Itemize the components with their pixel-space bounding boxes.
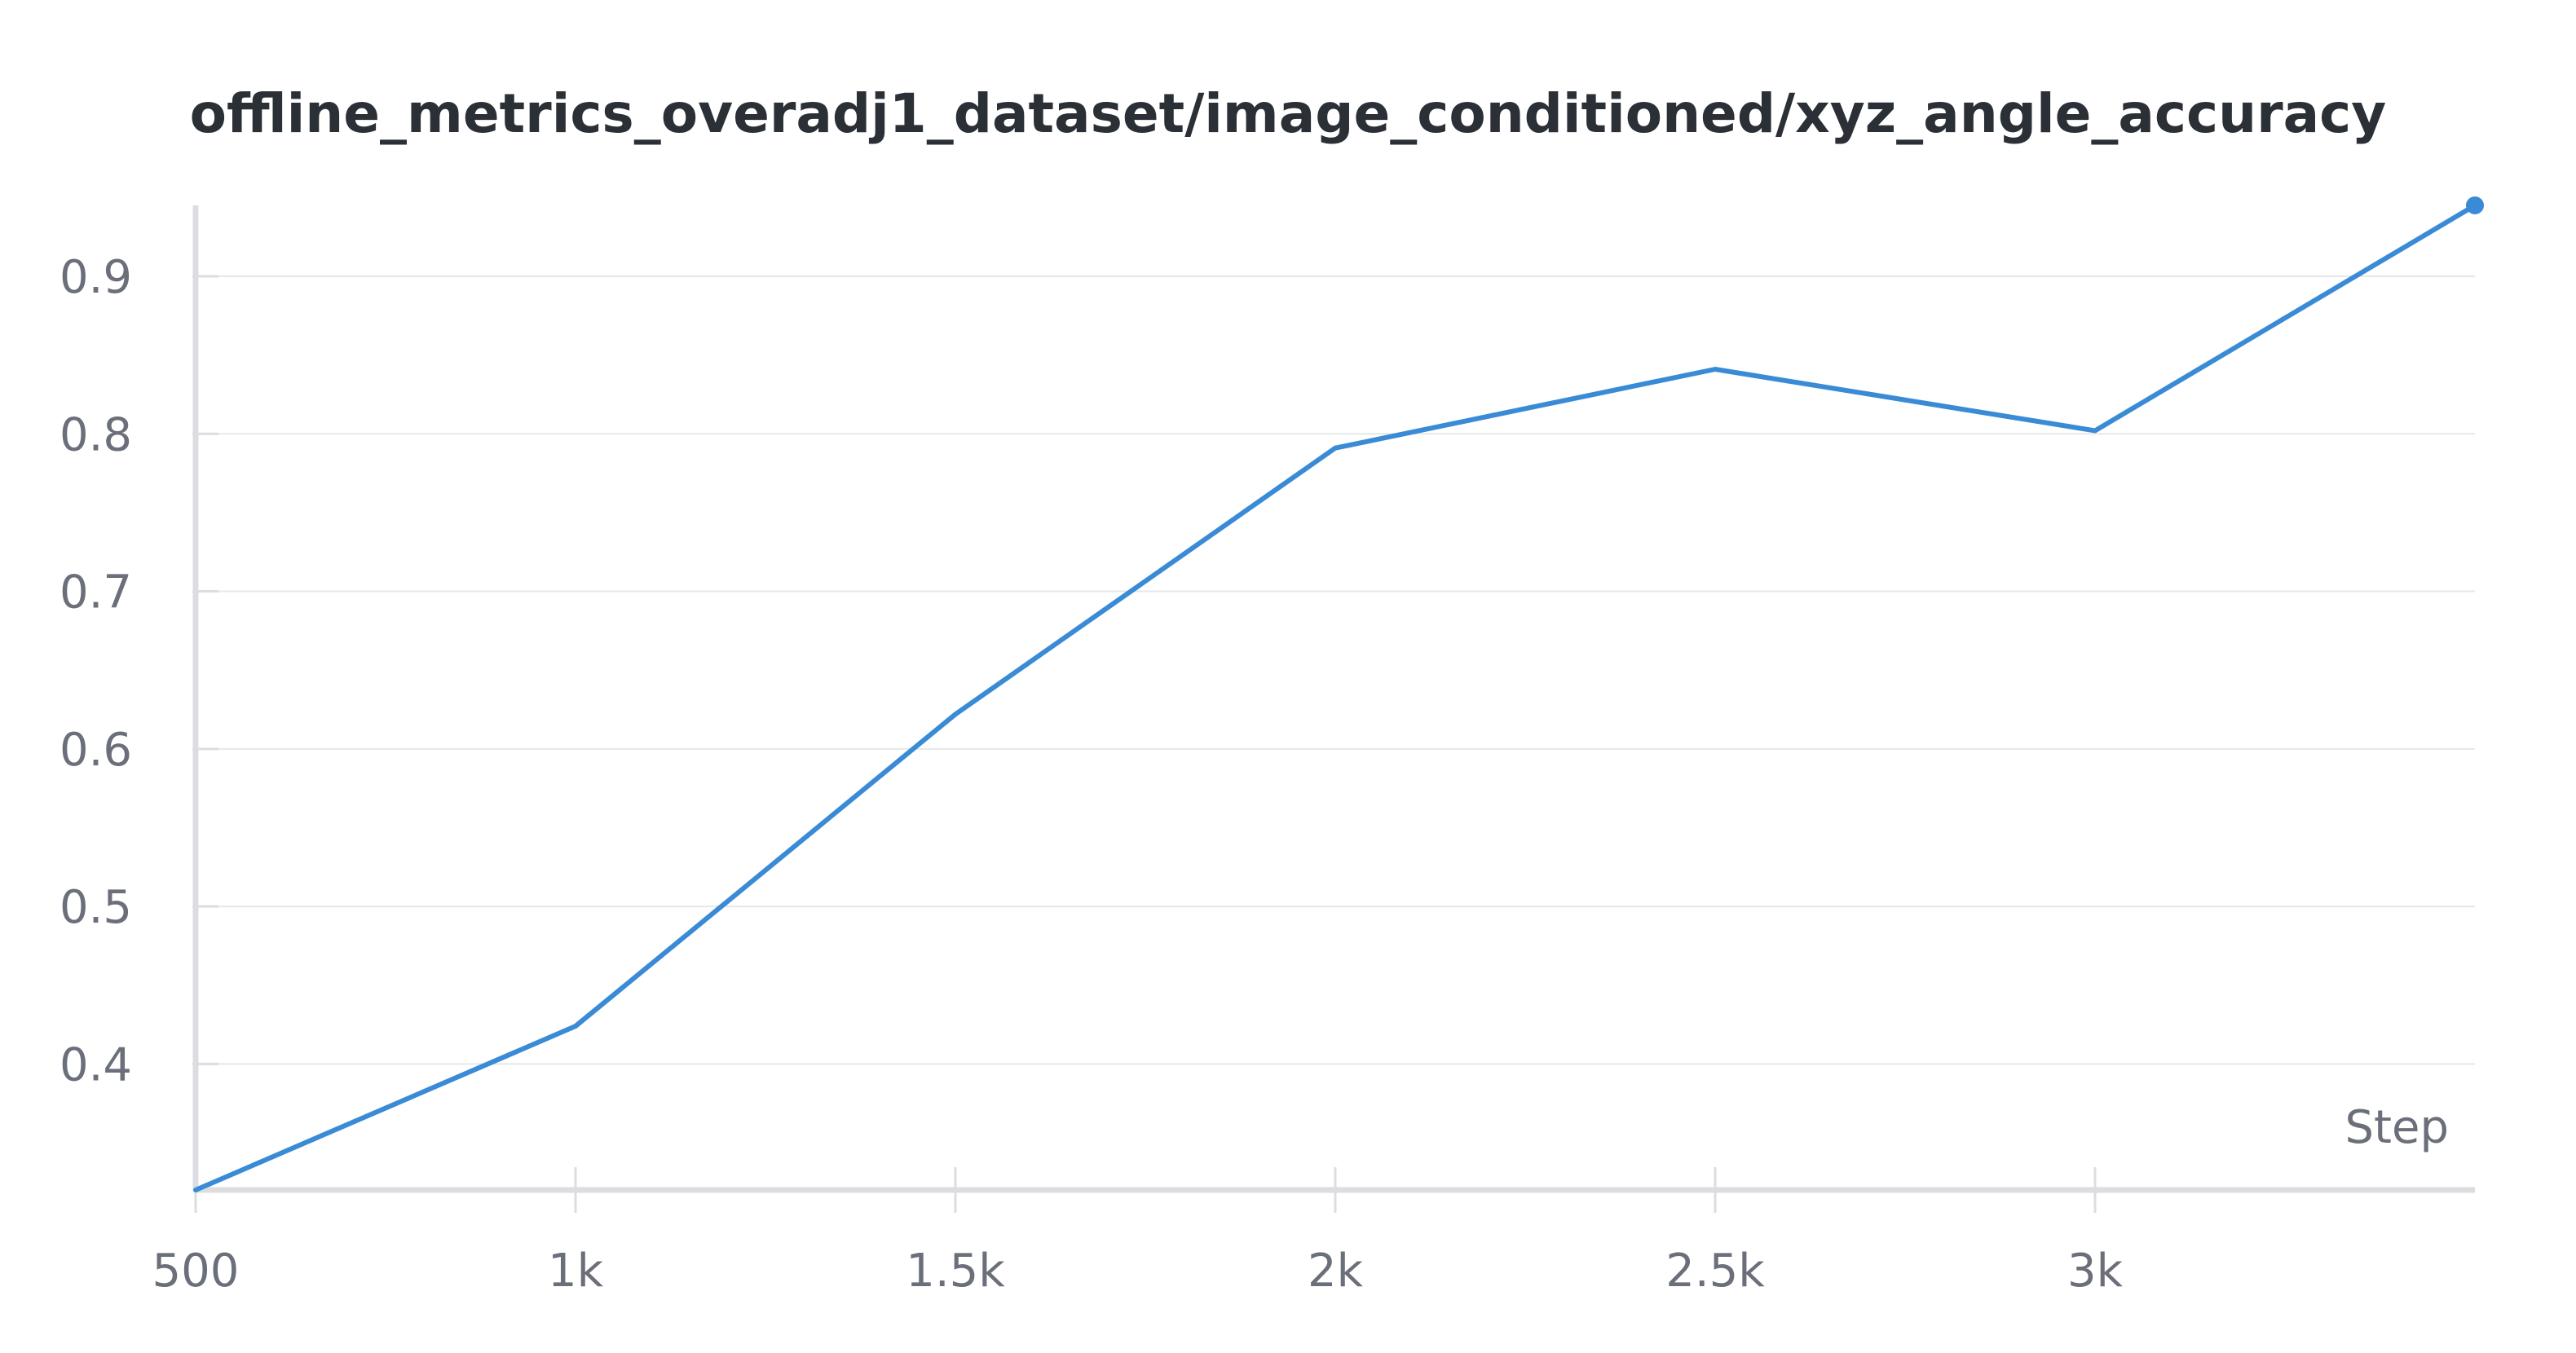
chart-title: offline_metrics_overadj1_dataset/image_c… (190, 82, 2387, 145)
y-tick-label-3: 0.7 (60, 566, 132, 619)
x-axis-label: Step (2344, 1101, 2449, 1154)
x-tick-label-3: 2k (1308, 1245, 1364, 1298)
x-tick-label-2: 1.5k (906, 1245, 1005, 1298)
y-tick-label-4: 0.8 (60, 408, 132, 461)
tick-labels: 0.4 0.5 0.6 0.7 0.8 0.9 500 1k 1.5k 2k 2.5k 3k (60, 251, 2124, 1298)
x-tick-label-5: 3k (2067, 1245, 2124, 1298)
data-point-0-4 (1713, 367, 1718, 372)
x-tick-label-1: 1k (548, 1245, 604, 1298)
grid-lines (196, 275, 2475, 1065)
series-line-0 (193, 203, 2477, 1192)
data-point-0-2 (953, 712, 958, 716)
x-tick-label-0: 500 (152, 1245, 240, 1298)
y-tick-label-5: 0.9 (60, 251, 132, 304)
y-tick-label-2: 0.6 (60, 724, 132, 777)
x-tick-label-4: 2.5k (1665, 1245, 1765, 1298)
y-tick-label-0: 0.4 (60, 1038, 132, 1091)
data-point-0-5 (2093, 428, 2097, 433)
series-lines (193, 196, 2484, 1192)
data-point-0-6 (2466, 196, 2484, 214)
y-tick-label-1: 0.5 (60, 881, 132, 934)
data-point-0-1 (573, 1024, 578, 1029)
data-point-0-3 (1333, 446, 1338, 451)
axes (192, 205, 2475, 1213)
data-point-0-0 (193, 1188, 198, 1192)
